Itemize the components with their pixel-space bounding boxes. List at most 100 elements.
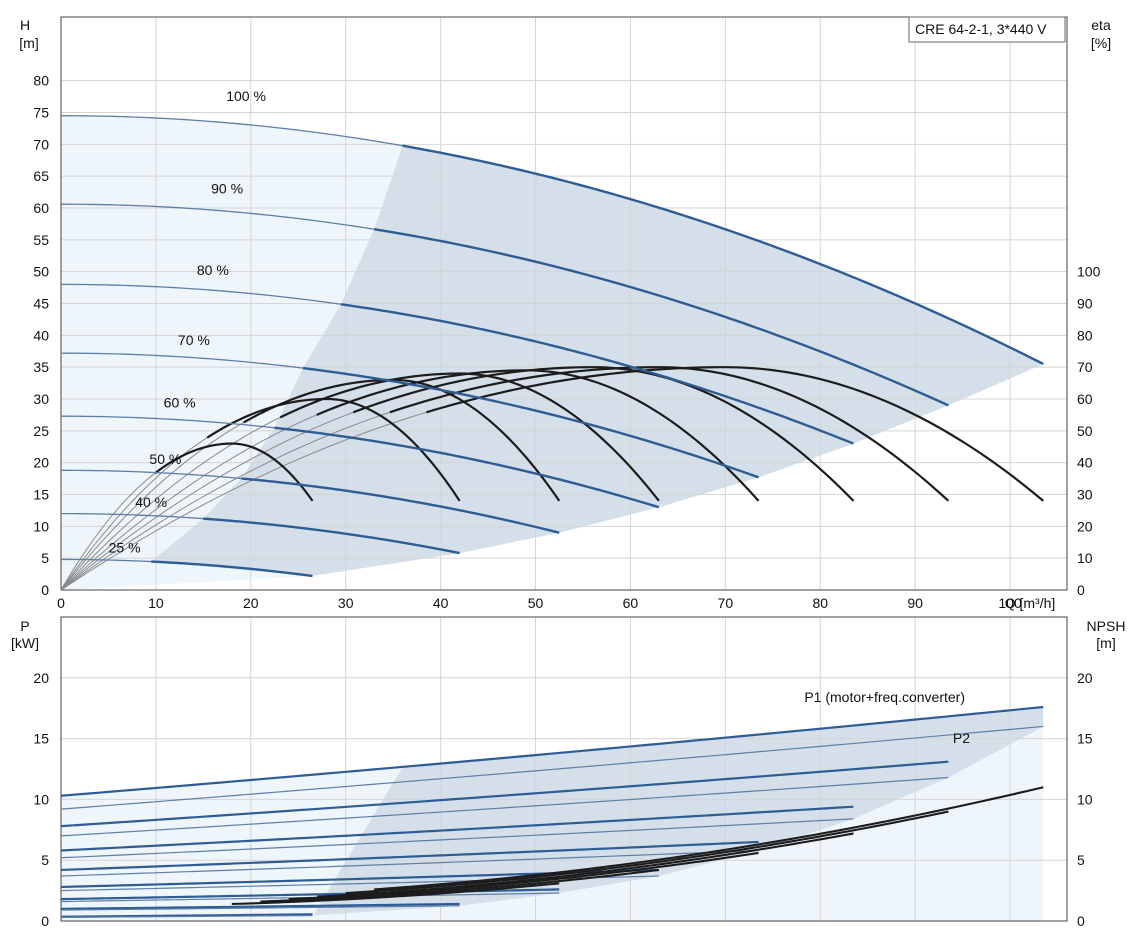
top-x-tick-label-10: 100 [998,595,1022,611]
top-left-tick-label-9: 45 [33,296,49,312]
bottom-left-tick-label-1: 5 [41,852,49,868]
bottom-p2-curve-3 [60,849,759,877]
top-left-tick-label-8: 40 [33,327,49,343]
top-x-tick-label-9: 90 [907,595,923,611]
bottom-p1-curve-7 [60,913,313,918]
top-head-curve-tail-2 [60,283,342,305]
top-x-tick-label-8: 80 [812,595,828,611]
top-right-tick-label-8: 80 [1077,327,1093,343]
x-axis-label: Q [m³/h] [1005,595,1056,611]
top-right-tick-label-4: 40 [1077,455,1093,471]
top-speed-label-0: 100 % [226,88,266,104]
top-right-tick-label-6: 60 [1077,391,1093,407]
bottom-npsh-curve-5 [231,882,560,906]
bottom-p2-curve-1 [60,776,949,837]
top-x-tick-label-4: 40 [433,595,449,611]
top-right-tick-label-2: 20 [1077,518,1093,534]
top-head-curve-tail-4 [61,415,275,429]
top-left-tick-label-11: 55 [33,232,49,248]
top-right-axis-label-line2: [%] [1091,35,1111,51]
top-speed-label-7: 25 % [109,539,141,555]
bottom-frame [60,616,1068,922]
top-speed-label-2: 80 % [197,262,229,278]
bottom-left-tick-label-3: 15 [33,731,49,747]
bottom-p1-curve-6 [60,902,460,910]
bottom-left-tick-label-0: 0 [41,913,49,929]
top-right-tick-label-9: 90 [1077,296,1093,312]
bottom-left-tick-label-2: 10 [33,791,49,807]
top-speed-label-3: 70 % [178,332,210,348]
top-left-tick-label-3: 15 [33,487,49,503]
bottom-npsh-curve-2 [317,832,854,898]
top-efficiency-curve-0 [426,366,1044,502]
top-speed-label-5: 50 % [149,451,181,467]
top-head-curve-tail-0 [60,115,403,147]
p1-series-label: P1 (motor+freq.converter) [804,689,965,705]
top-speed-label-4: 60 % [164,394,196,410]
bottom-p1-curve-2 [60,805,854,852]
bottom-right-tick-label-3: 15 [1077,731,1093,747]
top-left-axis-label-line1: H [20,17,30,33]
top-head-curve-3 [302,366,759,479]
top-left-tick-label-15: 75 [33,105,49,121]
bottom-right-tick-label-0: 0 [1077,913,1085,929]
bottom-npsh-curve-4 [260,868,660,903]
top-efficiency-curve-5 [243,378,561,502]
bottom-p1-curve-1 [60,760,949,828]
bottom-p2-curve-0 [60,725,1044,810]
top-head-curve-7 [151,560,313,578]
bottom-npsh-curve-3 [288,851,759,901]
top-right-tick-label-7: 70 [1077,359,1093,375]
top-x-tick-label-2: 20 [243,595,259,611]
top-left-tick-label-1: 5 [41,550,49,566]
bottom-p2-curve-2 [60,818,854,859]
top-right-tick-label-10: 100 [1077,264,1101,280]
top-head-curve-2 [340,303,854,445]
top-frame [60,16,1068,591]
top-right-tick-label-0: 0 [1077,582,1085,598]
bottom-right-tick-label-4: 20 [1077,670,1093,686]
top-head-curve-6 [203,517,460,555]
top-head-curve-5 [241,477,560,534]
top-left-tick-label-6: 30 [33,391,49,407]
top-x-tick-label-6: 60 [623,595,639,611]
top-right-tick-label-5: 50 [1077,423,1093,439]
top-legend-box: CRE 64-2-1, 3*440 V [908,16,1066,43]
top-head-curve-tail-7 [61,558,152,563]
top-left-tick-label-10: 50 [33,264,49,280]
bottom-p2-curve-6 [60,905,460,911]
bottom-npsh-curve-0 [374,786,1044,891]
bottom-p1-curve-3 [60,840,759,872]
top-head-curve-tail-1 [60,203,375,230]
top-left-tick-label-7: 35 [33,359,49,375]
top-x-tick-label-1: 10 [148,595,164,611]
bottom-right-tick-label-2: 10 [1077,791,1093,807]
top-left-tick-label-0: 0 [41,582,49,598]
bottom-right-axis-label-line1: NPSH [1087,618,1126,634]
bottom-p2-curve-7 [60,914,313,918]
bottom-right-axis-label-line2: [m] [1096,635,1115,651]
top-efficiency-curve-7 [154,442,314,502]
bottom-npsh-curve-1 [345,810,949,895]
top-right-axis-label-line1: eta [1091,17,1111,33]
bottom-left-axis-label-line1: P [20,618,29,634]
p2-series-label: P2 [953,730,970,746]
top-efficiency-curve-4 [279,372,660,502]
top-left-tick-label-12: 60 [33,200,49,216]
chart-title: CRE 64-2-1, 3*440 V [915,21,1047,37]
bottom-right-tick-label-1: 5 [1077,852,1085,868]
top-head-curve-tail-3 [60,352,304,369]
top-head-curve-tail-6 [61,512,204,520]
top-head-curve-tail-5 [61,469,242,480]
top-efficiency-curve-2 [352,366,855,502]
top-operating-region [151,145,1044,576]
top-left-tick-label-16: 80 [33,73,49,89]
bottom-p1-curve-0 [60,705,1044,797]
top-left-tick-label-5: 25 [33,423,49,439]
top-left-tick-label-2: 10 [33,518,49,534]
top-head-curve-1 [373,228,949,407]
top-efficiency-curve-1 [389,366,950,502]
top-head-curve-0 [402,144,1044,366]
